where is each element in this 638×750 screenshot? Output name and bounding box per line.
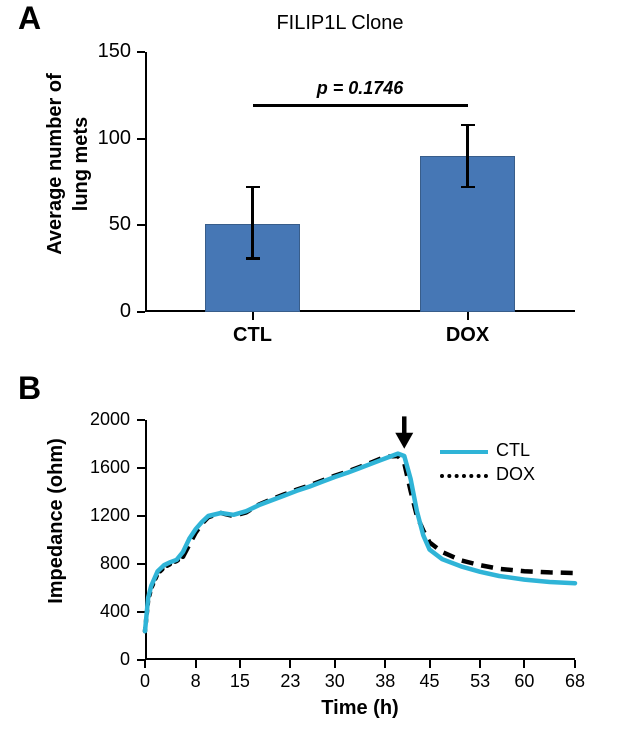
- legend-sample-dox: [440, 474, 488, 478]
- arrow-head: [395, 433, 413, 449]
- panel-b-svg: [0, 0, 638, 750]
- legend-sample-ctl: [440, 450, 488, 454]
